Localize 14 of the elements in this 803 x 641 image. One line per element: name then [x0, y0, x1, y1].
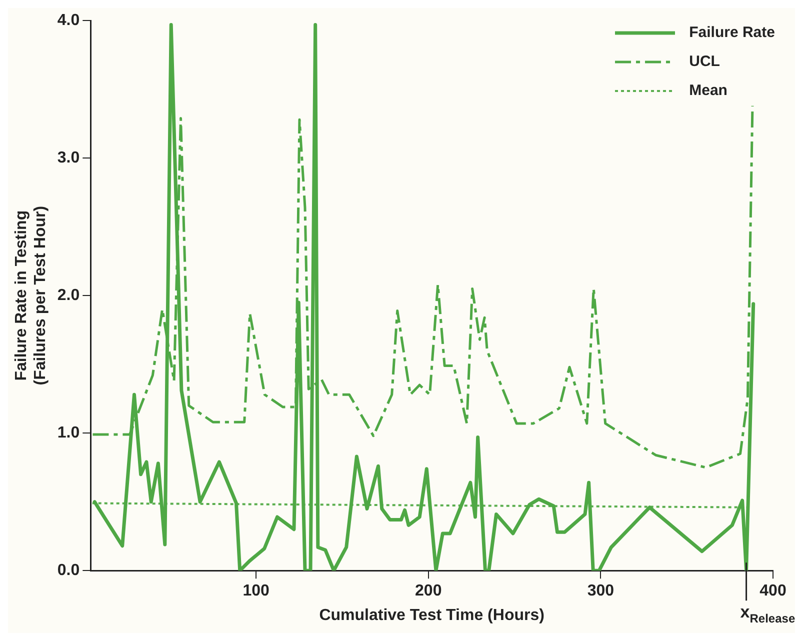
y-tick-label: 1.0 — [57, 424, 80, 442]
legend-label: Failure Rate — [689, 24, 775, 41]
legend-label: Mean — [689, 82, 728, 99]
y-tick-label: 2.0 — [57, 287, 80, 304]
y-axis-title: Failure Rate in Testing (Failures per Test Hour) — [13, 206, 50, 386]
x-tick-label: 300 — [587, 582, 614, 600]
y-tick-label: 4.0 — [57, 12, 80, 30]
y-tick-label: 3.0 — [57, 150, 80, 167]
y-tick-label: 0.0 — [57, 562, 80, 580]
x-axis-title: Cumulative Test Time (Hours) — [319, 606, 544, 624]
x-tick-label: 100 — [242, 582, 270, 600]
x-tick-label: 200 — [415, 582, 442, 600]
x-tick-label: 400 — [760, 582, 786, 600]
legend-label: UCL — [689, 53, 720, 70]
